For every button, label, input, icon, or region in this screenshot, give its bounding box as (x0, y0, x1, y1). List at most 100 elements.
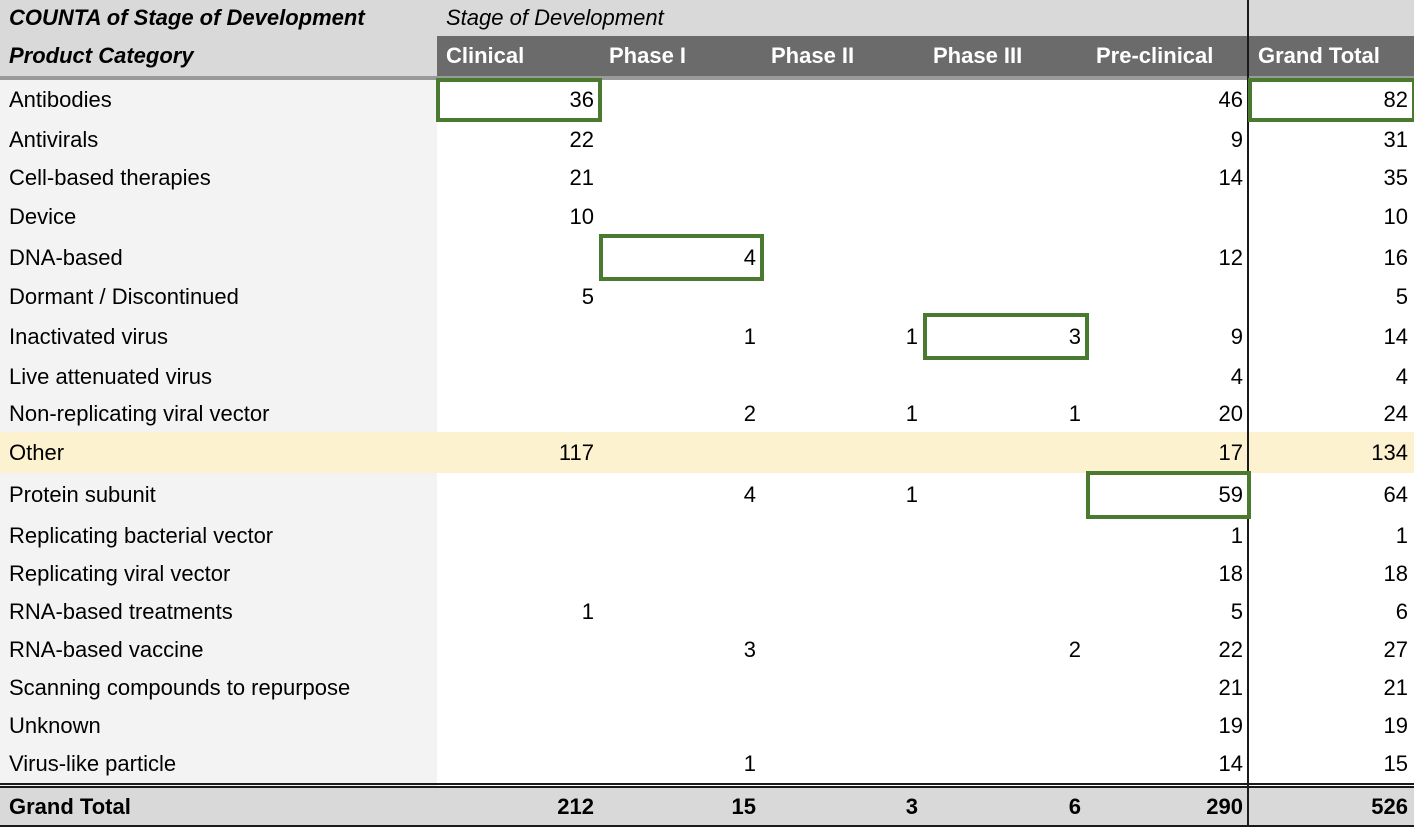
table-cell[interactable]: 18 (1249, 555, 1414, 593)
table-cell[interactable]: 14 (1087, 159, 1249, 197)
grand-total-cell[interactable]: 212 (437, 787, 600, 827)
table-cell[interactable]: 5 (1087, 593, 1249, 631)
table-cell[interactable] (762, 517, 924, 555)
table-cell[interactable] (762, 745, 924, 783)
table-cell[interactable]: 1 (924, 395, 1087, 432)
table-cell[interactable] (600, 279, 762, 315)
table-cell[interactable] (600, 432, 762, 473)
table-cell[interactable] (924, 707, 1087, 745)
table-cell[interactable] (600, 358, 762, 395)
table-cell[interactable] (924, 358, 1087, 395)
table-cell[interactable]: 1 (1249, 517, 1414, 555)
row-label[interactable]: Device (0, 197, 437, 236)
table-cell[interactable] (437, 707, 600, 745)
row-label[interactable]: Cell-based therapies (0, 159, 437, 197)
grand-total-cell[interactable]: 6 (924, 787, 1087, 827)
row-label[interactable]: Scanning compounds to repurpose (0, 669, 437, 707)
table-cell[interactable]: 20 (1087, 395, 1249, 432)
table-cell[interactable]: 134 (1249, 432, 1414, 473)
table-cell[interactable] (600, 159, 762, 197)
column-header-phase-iii[interactable]: Phase III (924, 36, 1087, 76)
table-cell[interactable]: 15 (1249, 745, 1414, 783)
table-cell[interactable] (437, 745, 600, 783)
table-cell[interactable]: 22 (437, 120, 600, 159)
row-label[interactable]: Dormant / Discontinued (0, 279, 437, 315)
table-cell[interactable] (437, 473, 600, 517)
table-cell[interactable]: 1 (1087, 517, 1249, 555)
row-label[interactable]: Virus-like particle (0, 745, 437, 783)
table-cell[interactable]: 9 (1087, 315, 1249, 358)
table-cell[interactable]: 5 (437, 279, 600, 315)
table-cell[interactable] (924, 279, 1087, 315)
table-cell[interactable] (437, 555, 600, 593)
table-cell[interactable]: 46 (1087, 80, 1249, 120)
table-cell[interactable] (600, 669, 762, 707)
table-cell[interactable]: 10 (1249, 197, 1414, 236)
table-cell[interactable]: 24 (1249, 395, 1414, 432)
table-cell[interactable] (437, 631, 600, 669)
table-cell[interactable] (1087, 197, 1249, 236)
row-label[interactable]: Antivirals (0, 120, 437, 159)
table-cell[interactable]: 27 (1249, 631, 1414, 669)
table-cell[interactable]: 21 (437, 159, 600, 197)
table-cell[interactable]: 4 (1087, 358, 1249, 395)
table-cell[interactable] (762, 593, 924, 631)
table-cell[interactable]: 4 (600, 236, 762, 279)
table-cell[interactable]: 1 (437, 593, 600, 631)
table-cell[interactable]: 2 (600, 395, 762, 432)
table-cell[interactable]: 82 (1249, 80, 1414, 120)
table-cell[interactable]: 1 (762, 315, 924, 358)
table-cell[interactable] (924, 432, 1087, 473)
row-label[interactable]: Unknown (0, 707, 437, 745)
table-cell[interactable] (762, 358, 924, 395)
table-cell[interactable]: 10 (437, 197, 600, 236)
table-cell[interactable]: 19 (1249, 707, 1414, 745)
table-cell[interactable]: 1 (762, 395, 924, 432)
column-header-phase-i[interactable]: Phase I (600, 36, 762, 76)
table-cell[interactable] (924, 555, 1087, 593)
table-cell[interactable] (762, 669, 924, 707)
row-label[interactable]: Replicating bacterial vector (0, 517, 437, 555)
table-cell[interactable]: 4 (1249, 358, 1414, 395)
table-cell[interactable] (762, 236, 924, 279)
table-cell[interactable] (924, 159, 1087, 197)
table-cell[interactable] (762, 80, 924, 120)
table-cell[interactable] (924, 473, 1087, 517)
table-cell[interactable] (437, 358, 600, 395)
table-cell[interactable] (1087, 279, 1249, 315)
column-header-phase-ii[interactable]: Phase II (762, 36, 924, 76)
table-cell[interactable] (600, 593, 762, 631)
table-cell[interactable]: 9 (1087, 120, 1249, 159)
grand-total-cell[interactable]: 15 (600, 787, 762, 827)
table-cell[interactable] (924, 745, 1087, 783)
row-label[interactable]: Antibodies (0, 80, 437, 120)
table-cell[interactable] (600, 555, 762, 593)
table-cell[interactable] (600, 517, 762, 555)
table-cell[interactable]: 18 (1087, 555, 1249, 593)
row-label[interactable]: Other (0, 432, 437, 473)
table-cell[interactable]: 17 (1087, 432, 1249, 473)
table-cell[interactable] (437, 669, 600, 707)
table-cell[interactable] (762, 159, 924, 197)
table-cell[interactable]: 2 (924, 631, 1087, 669)
row-label[interactable]: Non-replicating viral vector (0, 395, 437, 432)
table-cell[interactable] (600, 197, 762, 236)
table-cell[interactable] (762, 197, 924, 236)
grand-total-cell[interactable]: 3 (762, 787, 924, 827)
row-label[interactable]: Protein subunit (0, 473, 437, 517)
row-label[interactable]: Replicating viral vector (0, 555, 437, 593)
table-cell[interactable] (437, 395, 600, 432)
row-label[interactable]: RNA-based treatments (0, 593, 437, 631)
table-cell[interactable]: 5 (1249, 279, 1414, 315)
table-cell[interactable]: 117 (437, 432, 600, 473)
table-cell[interactable] (762, 631, 924, 669)
table-cell[interactable]: 21 (1249, 669, 1414, 707)
row-label[interactable]: DNA-based (0, 236, 437, 279)
table-cell[interactable]: 14 (1087, 745, 1249, 783)
table-cell[interactable]: 59 (1087, 473, 1249, 517)
table-cell[interactable] (600, 707, 762, 745)
row-label[interactable]: Inactivated virus (0, 315, 437, 358)
table-cell[interactable] (924, 669, 1087, 707)
table-cell[interactable]: 21 (1087, 669, 1249, 707)
table-cell[interactable]: 1 (762, 473, 924, 517)
